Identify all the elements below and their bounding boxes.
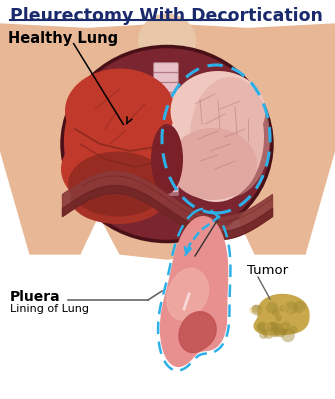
FancyBboxPatch shape bbox=[154, 183, 178, 192]
Circle shape bbox=[266, 322, 279, 334]
Circle shape bbox=[272, 309, 280, 316]
Circle shape bbox=[251, 304, 262, 316]
Circle shape bbox=[281, 328, 295, 342]
FancyBboxPatch shape bbox=[154, 173, 178, 182]
FancyBboxPatch shape bbox=[154, 103, 178, 112]
FancyBboxPatch shape bbox=[154, 163, 178, 172]
Circle shape bbox=[275, 315, 282, 322]
Ellipse shape bbox=[168, 72, 264, 202]
FancyBboxPatch shape bbox=[154, 133, 178, 142]
Text: Pleurectomy With Decortication: Pleurectomy With Decortication bbox=[10, 7, 323, 25]
Ellipse shape bbox=[64, 71, 176, 211]
FancyBboxPatch shape bbox=[154, 83, 178, 92]
Polygon shape bbox=[205, 24, 335, 254]
Ellipse shape bbox=[213, 30, 335, 188]
Ellipse shape bbox=[62, 47, 272, 241]
FancyBboxPatch shape bbox=[154, 143, 178, 152]
Circle shape bbox=[288, 310, 292, 314]
Circle shape bbox=[266, 302, 278, 313]
Circle shape bbox=[279, 328, 286, 335]
Circle shape bbox=[270, 327, 280, 337]
Circle shape bbox=[280, 328, 286, 334]
Circle shape bbox=[279, 305, 286, 312]
Polygon shape bbox=[70, 24, 265, 259]
Circle shape bbox=[256, 323, 265, 332]
Polygon shape bbox=[0, 24, 130, 254]
Circle shape bbox=[285, 301, 298, 314]
FancyBboxPatch shape bbox=[154, 153, 178, 162]
FancyBboxPatch shape bbox=[154, 73, 178, 82]
FancyBboxPatch shape bbox=[154, 113, 178, 122]
Circle shape bbox=[282, 325, 286, 329]
Polygon shape bbox=[254, 294, 309, 335]
Circle shape bbox=[269, 322, 280, 333]
Circle shape bbox=[290, 326, 298, 333]
Circle shape bbox=[282, 305, 288, 311]
Circle shape bbox=[293, 301, 306, 313]
Circle shape bbox=[301, 309, 306, 314]
Ellipse shape bbox=[0, 30, 121, 188]
Polygon shape bbox=[167, 269, 209, 320]
FancyBboxPatch shape bbox=[154, 123, 178, 132]
Ellipse shape bbox=[151, 124, 183, 194]
Circle shape bbox=[265, 324, 272, 330]
Circle shape bbox=[258, 322, 268, 332]
Circle shape bbox=[257, 308, 262, 313]
Ellipse shape bbox=[171, 71, 266, 151]
Ellipse shape bbox=[61, 129, 169, 209]
Ellipse shape bbox=[169, 128, 257, 200]
Text: Lining of Lung: Lining of Lung bbox=[10, 304, 89, 314]
Circle shape bbox=[259, 330, 268, 339]
Circle shape bbox=[249, 307, 256, 314]
Circle shape bbox=[252, 305, 260, 313]
Ellipse shape bbox=[65, 69, 175, 154]
FancyBboxPatch shape bbox=[154, 93, 178, 102]
Polygon shape bbox=[160, 217, 227, 366]
Circle shape bbox=[273, 324, 287, 337]
Circle shape bbox=[281, 322, 291, 332]
Text: Pluera: Pluera bbox=[10, 290, 61, 304]
Ellipse shape bbox=[70, 174, 165, 224]
FancyBboxPatch shape bbox=[154, 63, 178, 72]
Text: Healthy Lung: Healthy Lung bbox=[8, 31, 118, 46]
Circle shape bbox=[266, 322, 276, 333]
Polygon shape bbox=[179, 312, 216, 353]
Circle shape bbox=[267, 330, 274, 338]
FancyBboxPatch shape bbox=[153, 62, 179, 196]
Ellipse shape bbox=[68, 152, 168, 217]
Text: Tumor: Tumor bbox=[247, 265, 288, 277]
Ellipse shape bbox=[138, 14, 196, 69]
Circle shape bbox=[263, 327, 274, 339]
Ellipse shape bbox=[190, 77, 270, 197]
